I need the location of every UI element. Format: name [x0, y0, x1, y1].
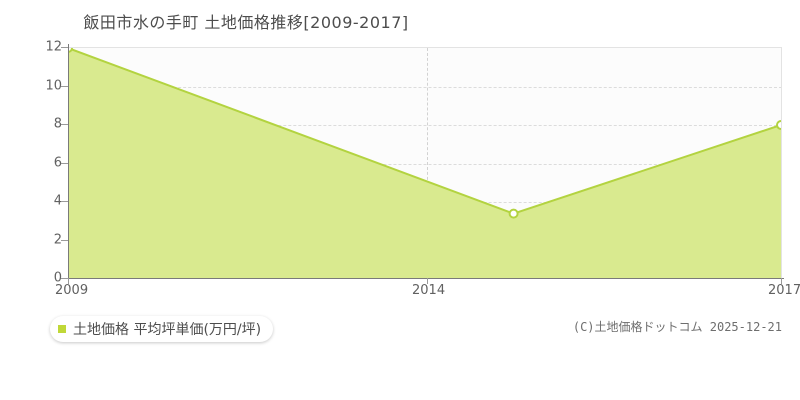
plot-area: [68, 47, 782, 278]
y-tick-label-6: 6: [53, 155, 62, 170]
x-tick-2009: [68, 278, 69, 284]
y-axis: 12 10 8 6 4 2 0: [0, 0, 62, 400]
y-axis-line: [68, 44, 69, 281]
series-area-fill: [68, 48, 781, 278]
y-tick-label-4: 4: [53, 193, 62, 209]
y-tick-2: [61, 239, 68, 241]
y-tick-0: [61, 278, 68, 279]
gridline-y-10: [68, 86, 781, 88]
series-markers: [68, 48, 782, 219]
x-tick-label-2014: 2014: [412, 283, 446, 298]
y-tick-6: [61, 162, 68, 164]
y-tick-label-8: 8: [53, 116, 62, 132]
legend-label: 土地価格 平均坪単価(万円/坪): [73, 322, 262, 338]
y-tick-label-10: 10: [45, 78, 62, 93]
x-tick-label-2017: 2017: [768, 283, 800, 298]
y-tick-label-2: 2: [53, 232, 62, 247]
gridline-x-2014: [427, 48, 428, 278]
y-tick-10: [61, 85, 68, 87]
data-point-2014[interactable]: [508, 208, 519, 219]
y-tick-label-0: 0: [53, 270, 62, 286]
x-tick-2014: [427, 278, 428, 284]
x-tick-2017: [781, 278, 782, 284]
x-tick-label-2009: 2009: [55, 283, 89, 298]
series-land-price: [68, 48, 782, 278]
y-tick-label-12: 12: [45, 39, 62, 55]
x-axis-line: [66, 278, 784, 279]
y-tick-12: [61, 47, 68, 48]
gridline-y-8: [68, 125, 781, 126]
legend[interactable]: 土地価格 平均坪単価(万円/坪): [50, 316, 274, 342]
legend-swatch-icon: [58, 325, 66, 333]
y-tick-4: [61, 201, 68, 202]
data-point-2017[interactable]: [776, 120, 782, 130]
gridline-y-6: [68, 163, 781, 165]
credit-text: (C)土地価格ドットコム 2025-12-21: [572, 320, 782, 334]
y-tick-8: [61, 124, 68, 125]
chart-title: 飯田市水の手町 土地価格推移[2009-2017]: [83, 13, 409, 32]
